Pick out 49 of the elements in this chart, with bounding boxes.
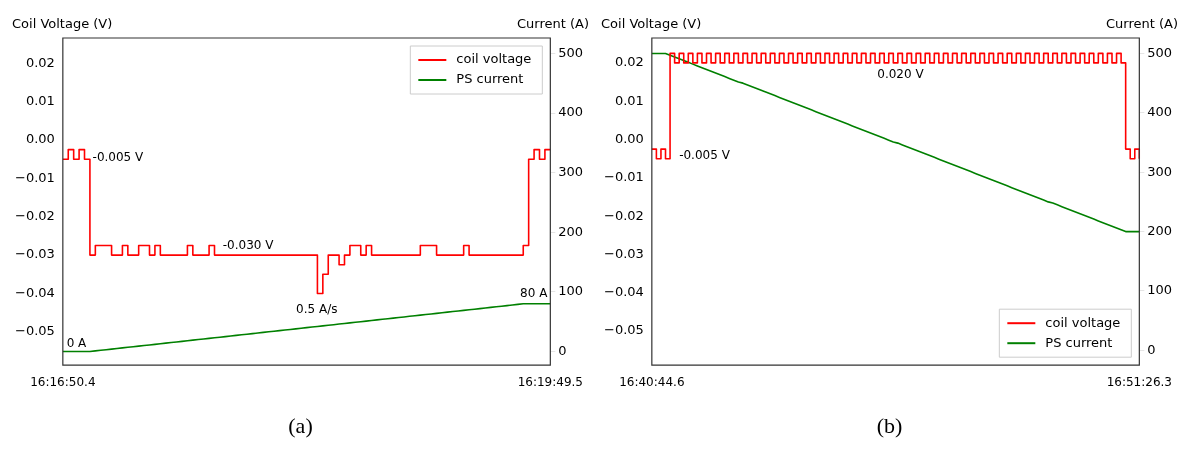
y2-tick-label: 400 <box>558 104 584 120</box>
y-tick-label: −0.05 <box>14 323 55 339</box>
annotation: -0.005 V <box>679 148 731 163</box>
y2-tick-label: 500 <box>1147 44 1173 60</box>
annotation: 0 A <box>66 336 88 351</box>
legend-label: coil voltage <box>456 51 532 67</box>
y2-axis-title: Current (A) <box>517 16 589 31</box>
y-tick-label: −0.03 <box>14 246 55 262</box>
y-tick-label: −0.02 <box>603 207 644 223</box>
y-tick-label: 0.02 <box>614 54 644 70</box>
x-tick-label: 16:19:49.5 <box>517 374 583 389</box>
x-tick-label: 16:40:44.6 <box>619 374 685 389</box>
y2-tick-label: 0 <box>1147 341 1156 357</box>
y-tick-label: 0.01 <box>614 92 644 108</box>
y2-tick-label: 400 <box>1147 104 1173 120</box>
y-tick-label: −0.01 <box>14 169 55 185</box>
annotation: -0.005 V <box>92 149 145 164</box>
y-tick-label: −0.04 <box>14 284 55 300</box>
y-tick-label: −0.05 <box>603 322 644 338</box>
legend-label: PS current <box>1045 334 1113 350</box>
annotation: 0.5 A/s <box>296 302 338 317</box>
y2-tick-label: 100 <box>558 283 584 299</box>
y2-tick-label: 300 <box>558 164 584 180</box>
annotation: -0.030 V <box>222 237 275 252</box>
annotation: 80 A <box>520 285 549 300</box>
y2-tick-label: 100 <box>1147 282 1173 298</box>
text: (b) <box>876 412 903 438</box>
y2-tick-label: 300 <box>1147 163 1173 179</box>
x-tick-label: 16:16:50.4 <box>30 374 96 389</box>
y2-tick-label: 500 <box>558 44 584 60</box>
y-tick-label: 0.00 <box>25 131 55 147</box>
y-tick-label: 0.00 <box>614 130 644 146</box>
annotation: 0.020 V <box>877 67 925 82</box>
y2-tick-label: 200 <box>558 223 584 239</box>
y-tick-label: −0.02 <box>14 208 55 224</box>
y-axis-title: Coil Voltage (V) <box>12 16 113 31</box>
y-tick-label: 0.01 <box>25 93 55 109</box>
y-tick-label: −0.01 <box>603 169 644 185</box>
y2-axis-title: Current (A) <box>1106 16 1178 31</box>
x-tick-label: 16:51:26.3 <box>1106 374 1172 389</box>
y-axis-title: Coil Voltage (V) <box>601 16 702 31</box>
y2-tick-label: 0 <box>558 342 567 358</box>
text: (a) <box>288 412 313 438</box>
y-tick-label: −0.04 <box>603 284 644 300</box>
y-tick-label: 0.02 <box>25 54 55 70</box>
y-tick-label: −0.03 <box>603 245 644 261</box>
legend-label: coil voltage <box>1045 314 1121 330</box>
y2-tick-label: 200 <box>1147 222 1173 238</box>
legend-label: PS current <box>456 71 524 87</box>
